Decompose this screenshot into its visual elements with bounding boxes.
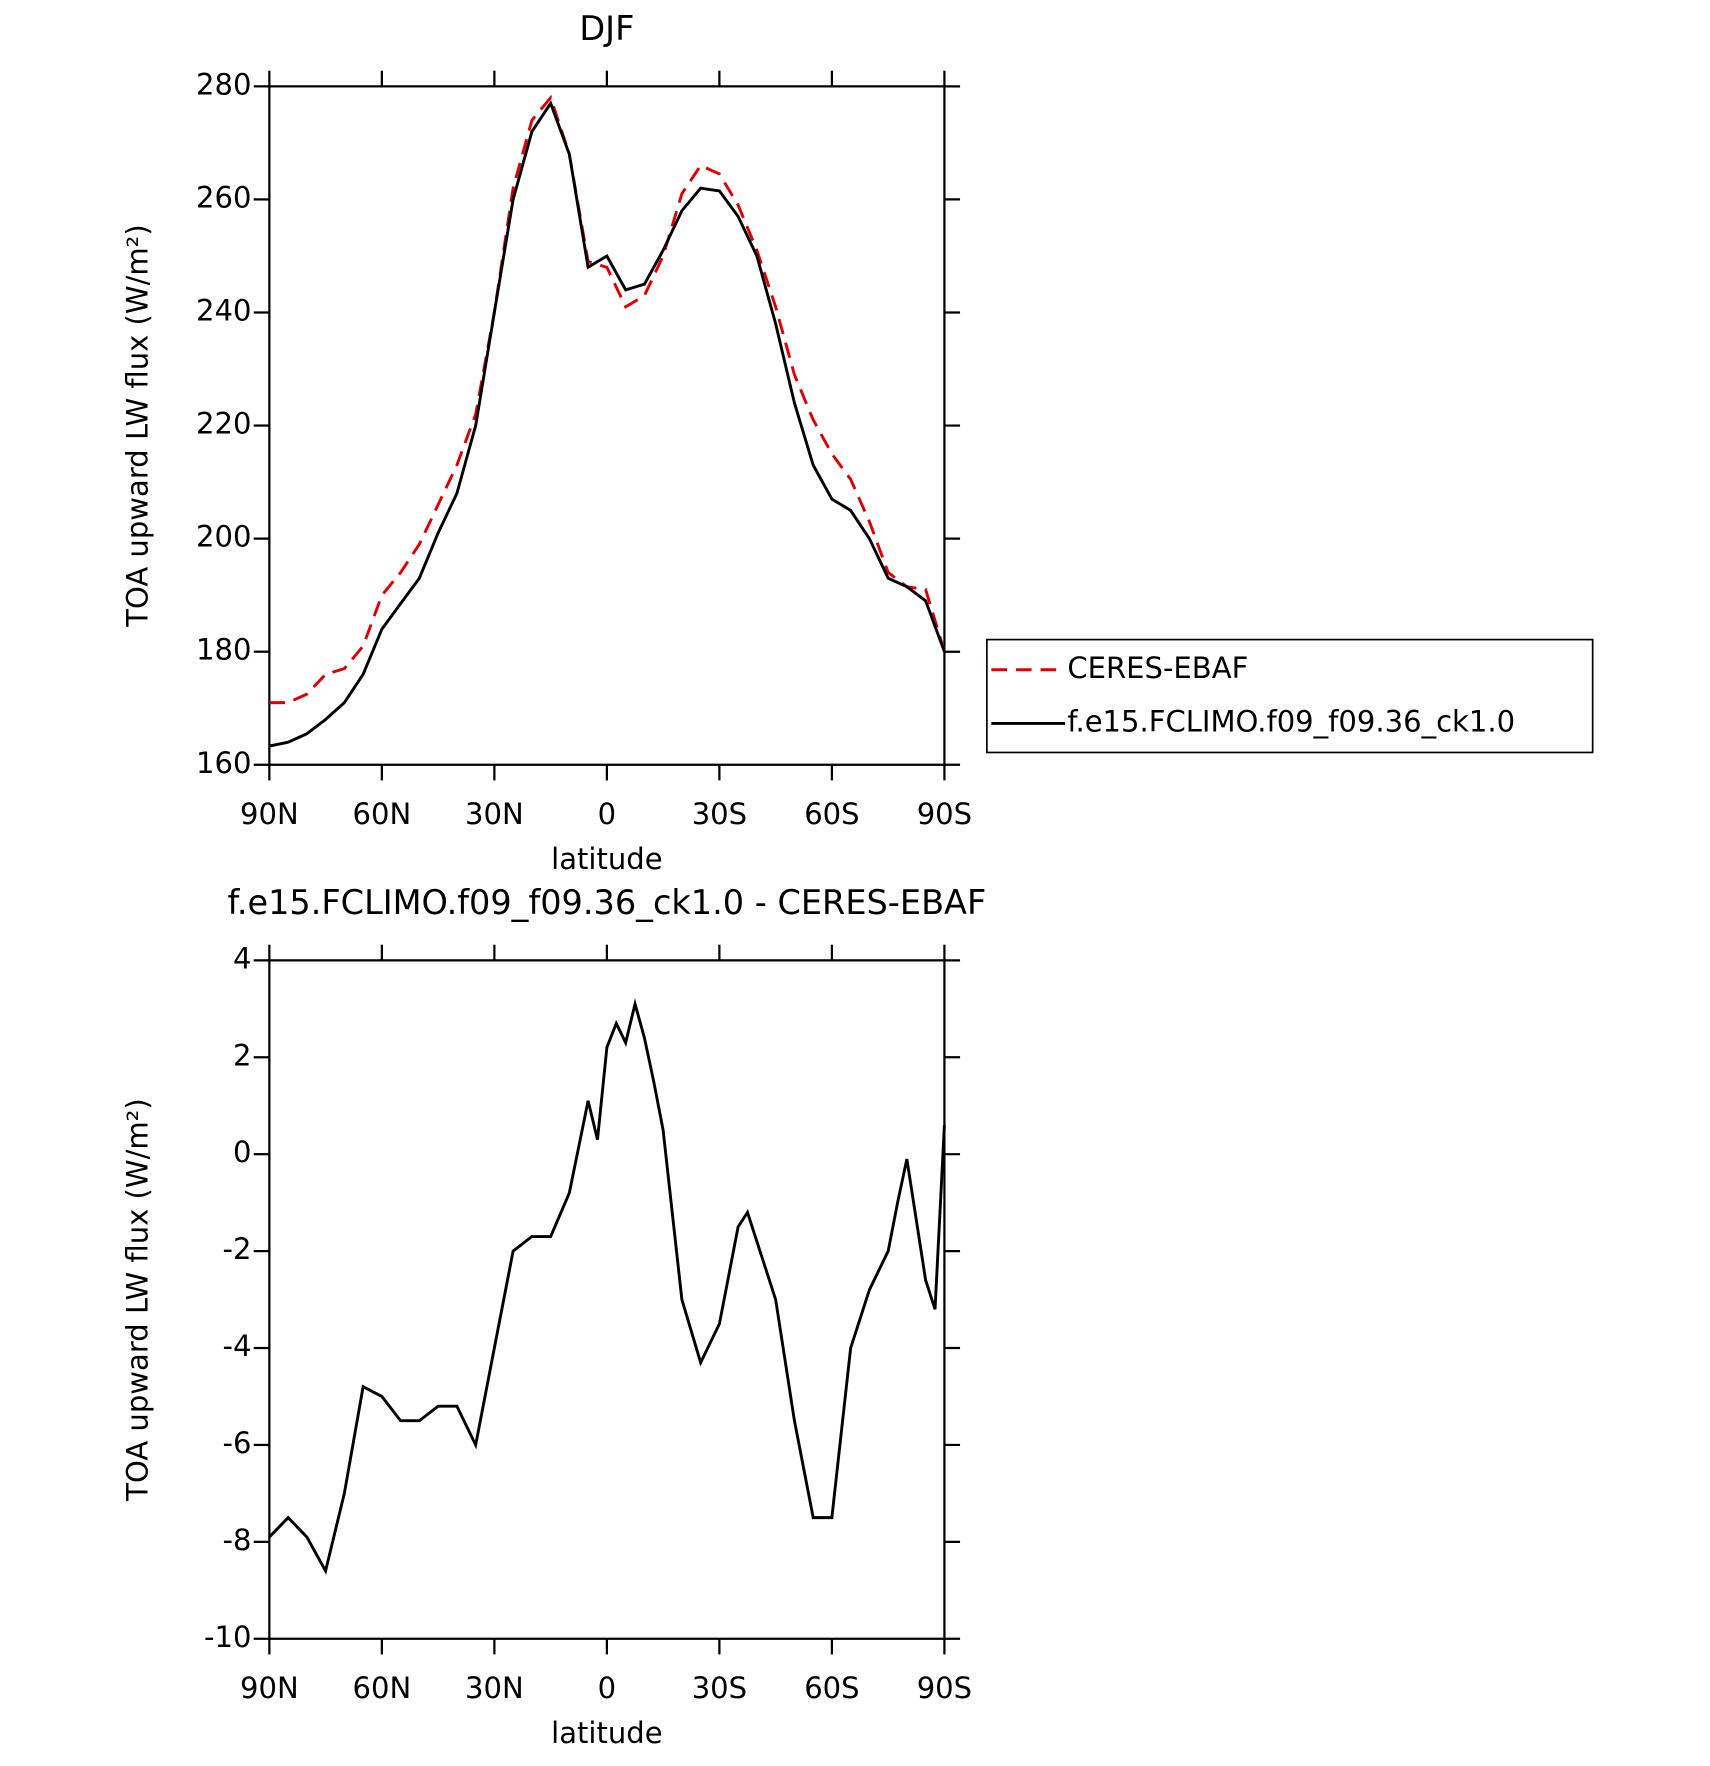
y-tick-label: 0 <box>233 1135 251 1169</box>
x-tick-label: 90S <box>917 1671 972 1705</box>
y-tick-label: 2 <box>233 1038 251 1072</box>
y-tick-label: 160 <box>196 746 251 780</box>
y-axis-label: TOA upward LW flux (W/m²) <box>121 224 155 627</box>
plot-frame <box>268 959 946 1640</box>
y-tick-label: 180 <box>196 633 251 667</box>
chart-title: f.e15.FCLIMO.f09_f09.36_ck1.0 - CERES-EB… <box>227 883 986 922</box>
plot-frame <box>268 85 946 766</box>
x-tick-label: 90N <box>240 797 299 831</box>
y-tick-label: 240 <box>196 293 251 327</box>
y-tick-label: 280 <box>196 67 251 101</box>
chart-title: DJF <box>579 9 634 48</box>
legend-box <box>986 638 1594 754</box>
x-tick-label: 60S <box>804 1671 859 1705</box>
x-tick-label: 90S <box>917 797 972 831</box>
y-tick-label: -6 <box>223 1426 252 1460</box>
x-tick-label: 60N <box>353 797 412 831</box>
data-line <box>269 94 946 705</box>
x-axis-label: latitude <box>551 842 662 876</box>
x-tick-label: 30N <box>465 1671 524 1705</box>
x-tick-label: 60S <box>804 797 859 831</box>
y-tick-label: 200 <box>196 520 251 554</box>
data-line <box>269 100 946 748</box>
y-tick-label: -4 <box>223 1329 252 1363</box>
x-tick-label: 0 <box>598 797 616 831</box>
y-axis-label: TOA upward LW flux (W/m²) <box>121 1098 155 1501</box>
x-tick-label: 60N <box>353 1671 412 1705</box>
y-tick-label: -8 <box>223 1523 252 1557</box>
y-tick-label: -2 <box>223 1232 252 1266</box>
x-tick-label: 30S <box>692 797 747 831</box>
y-tick-label: 4 <box>233 941 251 975</box>
y-tick-label: 260 <box>196 180 251 214</box>
legend-label: CERES-EBAF <box>1067 651 1248 685</box>
y-tick-label: -10 <box>204 1620 251 1654</box>
x-tick-label: 90N <box>240 1671 299 1705</box>
x-axis-label: latitude <box>551 1716 662 1750</box>
x-tick-label: 0 <box>598 1671 616 1705</box>
data-line <box>268 998 946 1575</box>
legend-label: f.e15.FCLIMO.f09_f09.36_ck1.0 <box>1067 704 1515 738</box>
x-tick-label: 30N <box>465 797 524 831</box>
y-tick-label: 220 <box>196 407 251 441</box>
x-tick-label: 30S <box>692 1671 747 1705</box>
